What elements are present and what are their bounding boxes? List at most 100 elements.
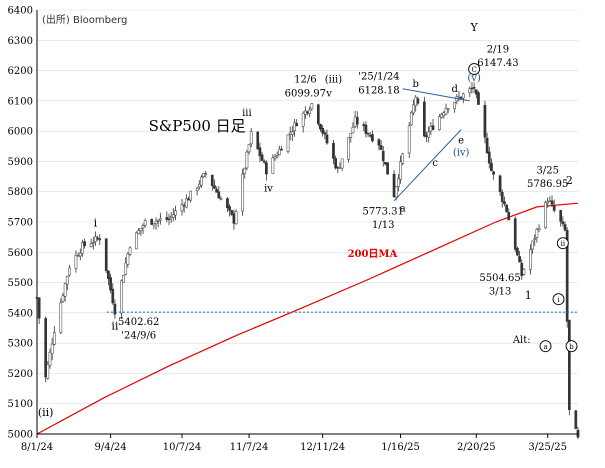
circled-marker	[556, 237, 569, 250]
candle-body	[561, 221, 565, 224]
candle-body	[336, 167, 340, 169]
circled-marker-label: i	[557, 296, 560, 304]
candle-body	[213, 185, 216, 189]
axis-layer: 5000 5100 5200 5300 5400 5500 5600 5700 5800 5900…	[8, 6, 578, 453]
y-tick-label: 5900	[8, 157, 33, 168]
trendline-lower	[393, 129, 462, 202]
annotation-label: 3/25	[536, 166, 558, 177]
candle-body	[492, 171, 495, 175]
candle-body	[574, 410, 578, 429]
candle-body	[46, 364, 50, 379]
annotation-label: 5786.95	[527, 179, 568, 190]
annotation-label: Alt:	[512, 335, 531, 346]
candle-body	[230, 210, 234, 215]
annotation-label: 1/13	[372, 220, 394, 231]
candle-body	[59, 302, 63, 333]
candle-body	[89, 243, 93, 247]
candle-body	[295, 123, 299, 127]
candle-body	[156, 219, 160, 222]
annotation-label: iv	[264, 184, 273, 195]
candle-body	[215, 188, 218, 193]
candle-body	[522, 268, 526, 275]
moving-average-layer	[36, 202, 579, 435]
candle-body	[425, 135, 428, 138]
candle-body	[518, 256, 521, 263]
candle-body	[316, 104, 320, 125]
candle-body	[321, 127, 324, 134]
candle-body	[109, 277, 112, 291]
candle-body	[158, 218, 162, 221]
candle-body	[232, 213, 236, 224]
y-tick-label: 5000	[8, 430, 33, 441]
candle-body	[412, 104, 415, 114]
candle-body	[427, 131, 431, 138]
candle-body	[468, 88, 472, 94]
candle-body	[126, 253, 130, 265]
candle-body	[559, 210, 563, 222]
candle-body	[535, 229, 539, 238]
x-tick-label: 9/4/24	[94, 442, 126, 453]
candle-body	[78, 252, 82, 257]
annotation-label: e	[458, 135, 464, 146]
candle-body	[423, 101, 426, 137]
candle-body	[124, 262, 128, 275]
candle-body	[137, 230, 141, 235]
candle-body	[520, 262, 524, 276]
annotation-label: 3/13	[489, 287, 511, 298]
candle-body	[394, 186, 398, 198]
candle-body	[507, 211, 511, 221]
annotation-label: 5402.62	[118, 317, 159, 328]
candle-body	[275, 154, 279, 158]
annotation-label: i	[94, 217, 98, 230]
candle-body	[143, 220, 147, 226]
candle-body	[461, 93, 465, 99]
candle-body	[120, 280, 123, 314]
candle-body	[301, 112, 305, 127]
x-tick-label: 12/11/24	[300, 442, 345, 453]
candle-body	[474, 89, 478, 95]
x-tick-label: 8/1/24	[21, 442, 53, 453]
candle-body	[470, 87, 474, 90]
candle-body	[217, 191, 221, 199]
candle-body	[107, 270, 110, 279]
candle-body	[306, 111, 309, 114]
candle-body	[94, 236, 97, 242]
candle-body	[91, 242, 95, 244]
candle-body	[104, 238, 108, 271]
x-tick-label: 1/16/25	[381, 442, 420, 453]
y-tick-label: 5200	[8, 369, 33, 380]
candle-body	[48, 351, 52, 366]
candle-body	[278, 148, 281, 155]
annotation-label: v	[325, 88, 332, 99]
annotation-label: (v)	[467, 73, 481, 84]
candle-body	[444, 107, 448, 115]
annotation-label: 6147.43	[477, 58, 518, 69]
candle-body	[226, 198, 229, 209]
y-tick-label: 6000	[8, 127, 33, 138]
candle-body	[180, 204, 184, 212]
x-tick-label: 10/7/24	[163, 442, 202, 453]
circled-marker	[468, 63, 481, 76]
overlay-layer	[106, 88, 578, 313]
annotation-label: 6099.97	[285, 88, 326, 99]
candle-body	[171, 214, 175, 218]
candle-body	[392, 173, 396, 198]
candle-body	[546, 201, 550, 204]
candle-body	[537, 227, 541, 230]
candle-body	[291, 131, 294, 135]
candle-body	[195, 187, 199, 191]
candle-body	[249, 131, 253, 145]
annotation-label: (iv)	[453, 147, 470, 158]
candle-body	[135, 232, 138, 250]
candle-body	[50, 343, 54, 354]
annotation-label: 200日MA	[348, 248, 398, 260]
candle-body	[377, 139, 381, 146]
y-tick-label: 5100	[8, 399, 33, 410]
candle-body	[234, 211, 238, 225]
candle-body	[303, 110, 307, 115]
annotation-layer: Y 2/19 6147.43 (v) 12/6 6099.97 (iii) v '25/1/24…	[38, 21, 578, 419]
candle-body	[325, 134, 329, 144]
y-tick-label: 5400	[8, 308, 33, 319]
candle-body	[362, 124, 366, 127]
